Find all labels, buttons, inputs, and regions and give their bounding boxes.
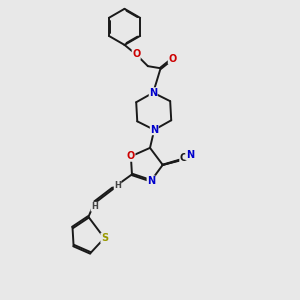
Text: N: N — [147, 176, 155, 186]
Text: N: N — [149, 88, 157, 98]
Text: O: O — [132, 50, 140, 59]
Text: O: O — [127, 152, 135, 161]
Text: S: S — [101, 233, 108, 243]
Text: H: H — [91, 202, 98, 211]
Text: C: C — [180, 153, 187, 163]
Text: H: H — [114, 181, 121, 190]
Text: N: N — [186, 150, 194, 160]
Text: N: N — [150, 125, 158, 135]
Text: O: O — [168, 54, 176, 64]
